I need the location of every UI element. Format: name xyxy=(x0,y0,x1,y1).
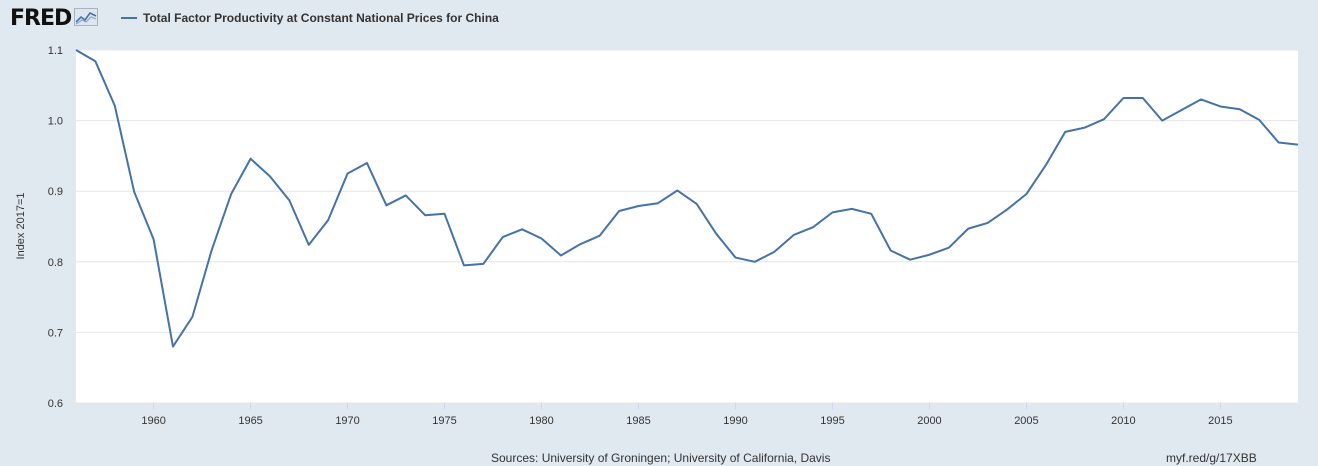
data-point[interactable] xyxy=(712,230,720,238)
x-tick-label: 1975 xyxy=(432,415,456,427)
data-point[interactable] xyxy=(848,205,856,213)
data-point[interactable] xyxy=(499,233,507,241)
legend-label: Total Factor Productivity at Constant Na… xyxy=(143,11,499,25)
data-point[interactable] xyxy=(1158,117,1166,125)
data-point[interactable] xyxy=(188,313,196,321)
data-point[interactable] xyxy=(887,247,895,255)
header: FRED Total Factor Productivity at Consta… xyxy=(0,0,1318,40)
data-point[interactable] xyxy=(654,199,662,207)
data-point[interactable] xyxy=(673,186,681,194)
y-axis-ticks: 0.6 0.7 0.8 0.9 1.0 1.1 xyxy=(48,45,63,410)
data-point[interactable] xyxy=(731,254,739,262)
data-point[interactable] xyxy=(441,210,449,218)
data-point[interactable] xyxy=(169,343,177,351)
x-tick-label: 2000 xyxy=(917,415,941,427)
data-point[interactable] xyxy=(596,232,604,240)
data-point[interactable] xyxy=(344,170,352,178)
x-tick-label: 1965 xyxy=(238,415,262,427)
x-tick-label: 1990 xyxy=(723,415,747,427)
data-point[interactable] xyxy=(1178,106,1186,114)
data-point[interactable] xyxy=(72,46,80,54)
data-point[interactable] xyxy=(1139,94,1147,102)
y-tick-label: 0.8 xyxy=(48,257,63,269)
data-point[interactable] xyxy=(1119,94,1127,102)
data-point[interactable] xyxy=(382,201,390,209)
data-point[interactable] xyxy=(925,251,933,259)
y-tick-label: 1.1 xyxy=(48,45,63,57)
data-point[interactable] xyxy=(693,200,701,208)
data-point[interactable] xyxy=(1294,141,1302,149)
data-point[interactable] xyxy=(421,211,429,219)
data-point[interactable] xyxy=(538,235,546,243)
x-tick-label: 1995 xyxy=(820,415,844,427)
x-axis-ticks: 1960 1965 1970 1975 1980 1985 1990 1995 2000 2005… xyxy=(141,403,1233,427)
data-point[interactable] xyxy=(305,241,313,249)
x-tick-label: 2010 xyxy=(1111,415,1135,427)
data-point[interactable] xyxy=(964,225,972,233)
data-point[interactable] xyxy=(557,251,565,259)
data-point[interactable] xyxy=(867,210,875,218)
data-point[interactable] xyxy=(1061,128,1069,136)
data-point[interactable] xyxy=(1100,115,1108,123)
data-point[interactable] xyxy=(227,190,235,198)
data-point[interactable] xyxy=(1197,95,1205,103)
data-point[interactable] xyxy=(751,258,759,266)
fred-logo[interactable]: FRED xyxy=(10,6,99,32)
data-point[interactable] xyxy=(111,102,119,110)
data-point[interactable] xyxy=(1255,116,1263,124)
data-point[interactable] xyxy=(91,57,99,65)
data-point[interactable] xyxy=(402,191,410,199)
y-tick-label: 0.9 xyxy=(48,186,63,198)
data-point[interactable] xyxy=(1003,206,1011,214)
data-point[interactable] xyxy=(1236,105,1244,113)
data-point[interactable] xyxy=(1216,102,1224,110)
data-point[interactable] xyxy=(479,260,487,268)
data-point[interactable] xyxy=(208,246,216,254)
data-point[interactable] xyxy=(984,219,992,227)
data-point[interactable] xyxy=(635,202,643,210)
data-point[interactable] xyxy=(324,216,332,224)
data-point[interactable] xyxy=(576,240,584,248)
data-point[interactable] xyxy=(518,225,526,233)
x-tick-label: 2005 xyxy=(1014,415,1038,427)
y-tick-label: 1.0 xyxy=(48,116,63,128)
x-tick-label: 1980 xyxy=(529,415,553,427)
logo-text: FRED xyxy=(10,6,72,31)
x-tick-label: 1985 xyxy=(626,415,650,427)
data-point[interactable] xyxy=(460,261,468,269)
data-point[interactable] xyxy=(1275,138,1283,146)
legend[interactable]: Total Factor Productivity at Constant Na… xyxy=(121,11,499,25)
data-point[interactable] xyxy=(1081,124,1089,132)
data-point[interactable] xyxy=(770,248,778,256)
data-point[interactable] xyxy=(150,235,158,243)
data-point[interactable] xyxy=(615,207,623,215)
series-line[interactable] xyxy=(75,49,1299,348)
data-point[interactable] xyxy=(906,256,914,264)
data-point[interactable] xyxy=(945,244,953,252)
y-tick-label: 0.6 xyxy=(48,398,63,410)
data-point[interactable] xyxy=(809,223,817,231)
graph-icon xyxy=(74,7,99,31)
data-point[interactable] xyxy=(363,159,371,167)
data-point[interactable] xyxy=(828,208,836,216)
short-link[interactable]: myf.red/g/17XBB xyxy=(1166,451,1257,465)
x-tick-label: 1970 xyxy=(335,415,359,427)
data-point[interactable] xyxy=(1022,190,1030,198)
legend-swatch xyxy=(121,17,137,19)
sources-text: Sources: University of Groningen; Univer… xyxy=(491,451,831,465)
data-point[interactable] xyxy=(130,188,138,196)
y-tick-label: 0.7 xyxy=(48,327,63,339)
data-point[interactable] xyxy=(266,172,274,180)
plot-area xyxy=(76,50,1298,403)
x-tick-label: 2015 xyxy=(1208,415,1232,427)
data-point[interactable] xyxy=(285,196,293,204)
data-point[interactable] xyxy=(247,155,255,163)
gridlines xyxy=(76,49,1298,404)
data-point[interactable] xyxy=(790,231,798,239)
y-axis-label: Index 2017=1 xyxy=(15,193,27,260)
x-tick-label: 1960 xyxy=(141,415,165,427)
data-point[interactable] xyxy=(1042,161,1050,169)
